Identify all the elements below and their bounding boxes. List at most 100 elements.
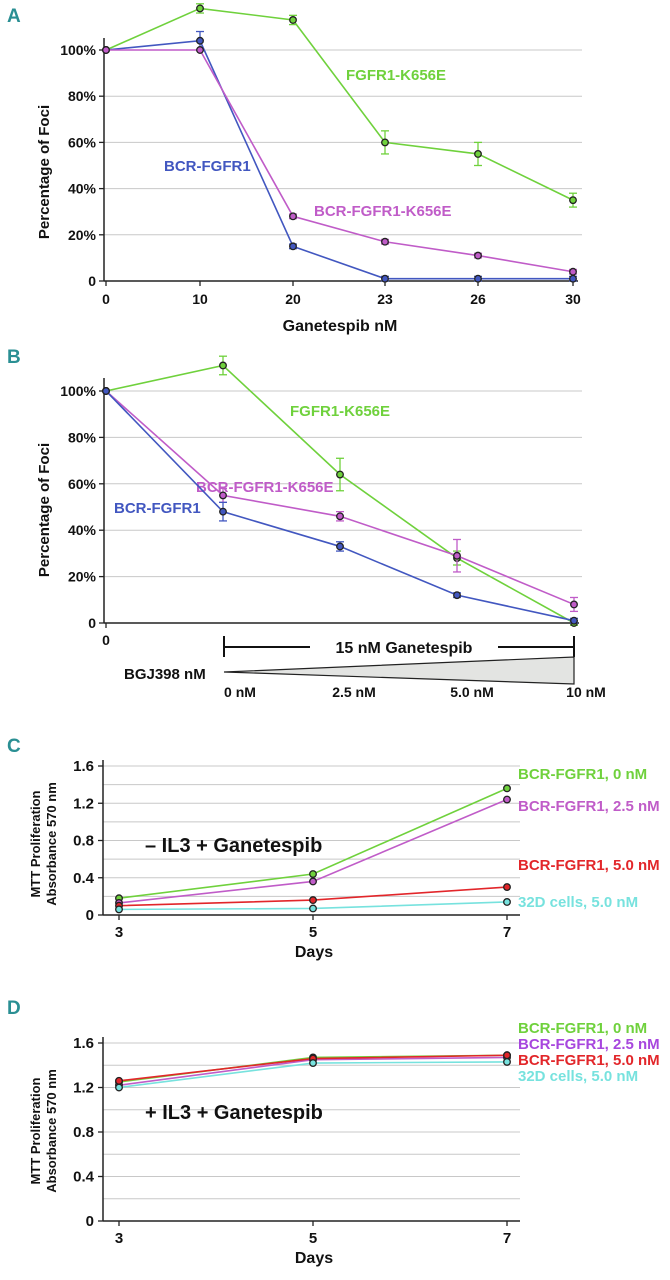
data-point (115, 1076, 123, 1085)
x-tick-label: 7 (503, 924, 511, 941)
y-tick-label: 80% (68, 88, 97, 104)
data-point (569, 196, 577, 205)
series-line-1 (105, 39, 573, 280)
y-axis-title-line2: Absorbance 570 nm (44, 782, 59, 906)
series-label: BCR-FGFR1-K656E (314, 203, 452, 220)
data-point (219, 361, 227, 370)
panel-letter-b: B (7, 347, 21, 368)
y-tick-label: 0.4 (73, 1169, 95, 1186)
legend-label: 32D cells, 5.0 nM (518, 1068, 638, 1085)
data-point (196, 46, 204, 54)
series-label: FGFR1-K656E (290, 403, 390, 420)
data-point (569, 267, 577, 276)
x-tick-label: 5.0 nM (450, 684, 494, 700)
y-axis-title: Percentage of Foci (36, 443, 53, 577)
data-point (570, 600, 578, 609)
x-tick-label: 2.5 nM (332, 684, 376, 700)
y-tick-label: 0.8 (73, 833, 94, 850)
data-point (453, 591, 461, 600)
x-tick-label: 0 (102, 291, 110, 307)
y-tick-label: 1.6 (73, 758, 94, 775)
series-label: BCR-FGFR1 (164, 158, 251, 175)
panel-letter-c: C (7, 736, 21, 757)
data-point (289, 16, 297, 24)
data-point (309, 1059, 317, 1067)
y-tick-label: 100% (60, 383, 96, 399)
x-tick-label: 30 (565, 291, 581, 307)
y-axis-title-line1: MTT Proliferation (28, 790, 43, 897)
data-point (381, 274, 389, 283)
data-point (336, 542, 344, 551)
panel-letter-d: D (7, 998, 21, 1019)
data-point (309, 904, 317, 913)
data-point (219, 507, 227, 516)
data-point (474, 251, 482, 260)
data-point (381, 237, 389, 246)
data-point (503, 1051, 511, 1060)
data-point (474, 274, 482, 283)
x-tick-label: 0 (102, 632, 110, 648)
data-point (569, 274, 577, 283)
data-point (336, 470, 344, 479)
y-tick-label: 0.4 (73, 870, 95, 887)
y-axis-title-line1: MTT Proliferation (28, 1077, 43, 1184)
bgj398-wedge (223, 656, 575, 685)
x-tick-label: 20 (285, 291, 301, 307)
x-tick-label: 7 (503, 1230, 511, 1247)
legend-label: BCR-FGFR1, 5.0 nM (518, 1052, 660, 1069)
y-tick-label: 60% (68, 134, 97, 150)
data-point (196, 36, 204, 45)
x-tick-label: 5 (309, 924, 317, 941)
y-tick-label: 1.6 (73, 1035, 94, 1052)
data-point (503, 784, 511, 793)
y-tick-label: 80% (68, 429, 97, 445)
x-axis-title: Days (295, 944, 333, 961)
panel-a-chart: 0 20% 40% 60% 80% 100% 0 10 20 23 26 30 Percentage o… (36, 3, 582, 335)
y-tick-label: 20% (68, 569, 97, 585)
data-point (219, 491, 227, 500)
series-label: FGFR1-K656E (346, 67, 446, 84)
data-point (503, 795, 511, 804)
condition-annotation: – IL3 + Ganetespib (145, 835, 322, 857)
legend-label: BCR-FGFR1, 5.0 nM (518, 857, 660, 874)
y-tick-label: 0.8 (73, 1124, 94, 1141)
data-point (503, 1057, 511, 1066)
legend-label: 32D cells, 5.0 nM (518, 894, 638, 911)
x-tick-label: 0 nM (224, 684, 256, 700)
series-label: BCR-FGFR1-K656E (196, 479, 334, 496)
data-point (570, 616, 578, 625)
x-tick-label: 10 (192, 291, 208, 307)
data-point (289, 242, 297, 251)
data-point (102, 46, 110, 54)
data-point (309, 877, 317, 886)
y-axis-title: Percentage of Foci (36, 105, 53, 239)
data-point (336, 512, 344, 521)
series-line-2 (106, 49, 574, 273)
x-tick-label: 5 (309, 1230, 317, 1247)
legend-label: BCR-FGFR1, 0 nM (518, 1020, 647, 1037)
data-point (309, 870, 317, 878)
series-line-0 (105, 7, 574, 201)
x-tick-label: 3 (115, 1230, 123, 1247)
y-tick-label: 1.2 (73, 795, 94, 812)
condition-annotation: + IL3 + Ganetespib (145, 1102, 323, 1124)
x-axis-title: Days (295, 1250, 333, 1267)
wedge-label: BGJ398 nM (124, 666, 206, 683)
y-tick-label: 1.2 (73, 1080, 94, 1097)
y-tick-label: 40% (68, 181, 97, 197)
data-point (309, 896, 317, 905)
y-axis-title-line2: Absorbance 570 nm (44, 1069, 59, 1193)
y-tick-label: 20% (68, 227, 97, 243)
data-point (115, 905, 123, 914)
y-tick-label: 0 (86, 1213, 94, 1230)
data-point (289, 212, 297, 221)
y-tick-label: 0 (88, 273, 96, 289)
x-tick-label: 26 (470, 291, 486, 307)
x-axis-title: Ganetespib nM (283, 318, 398, 335)
x-tick-label: 10 nM (566, 684, 606, 700)
x-tick-label: 23 (377, 291, 393, 307)
legend-label: BCR-FGFR1, 0 nM (518, 766, 647, 783)
data-point (474, 149, 482, 158)
y-tick-label: 0 (86, 907, 94, 924)
